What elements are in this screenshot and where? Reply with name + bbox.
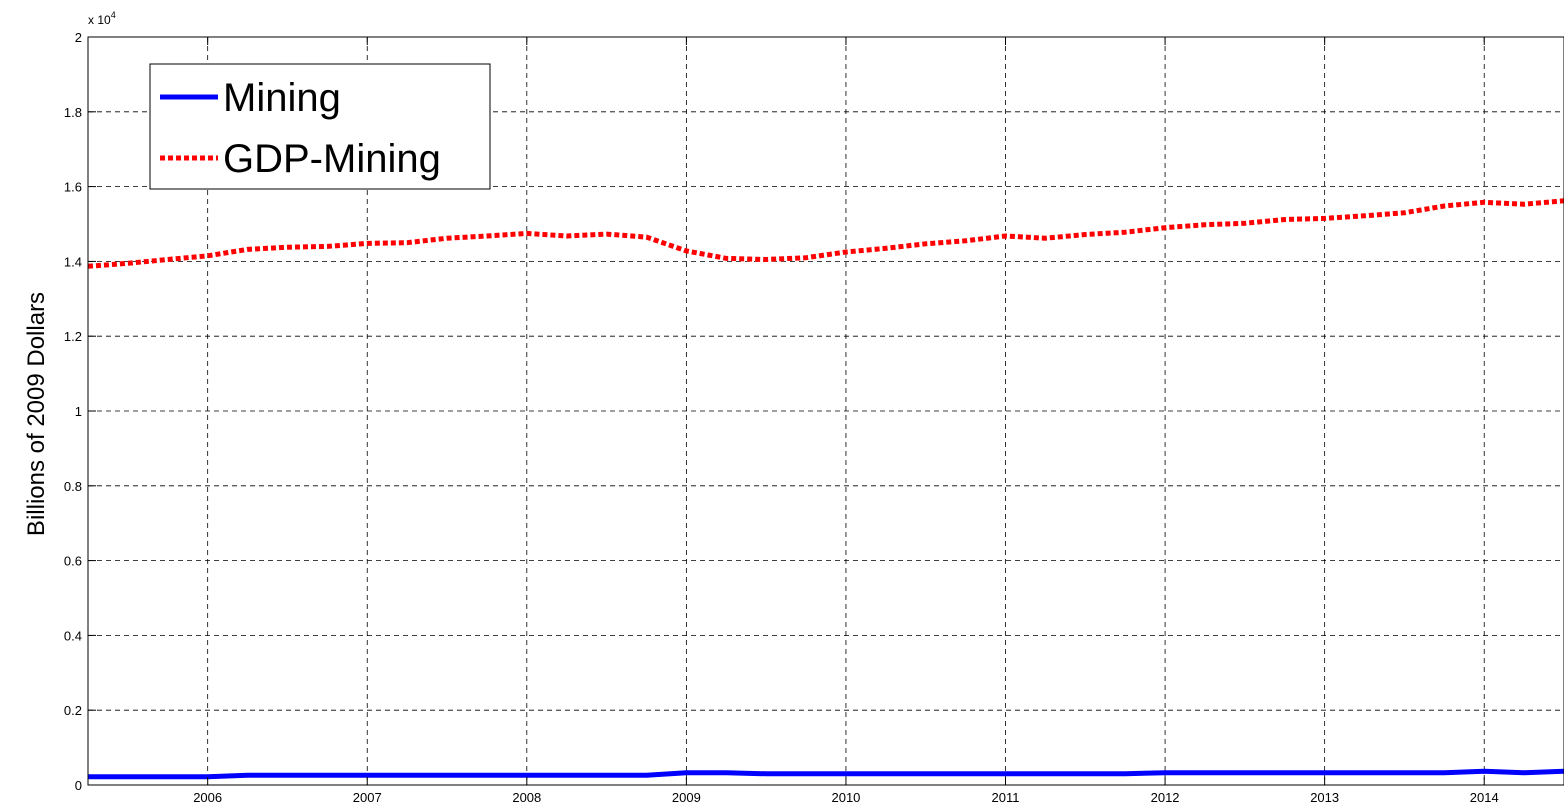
series-line-gdp-mining <box>87 198 1564 269</box>
axis-ticks: 2006 2007 2008 2009 2010 2011 2012 2013 2014 0 0.2… <box>64 30 1499 805</box>
x-tick-label: 2008 <box>512 790 541 805</box>
y-tick-label: 0.8 <box>64 479 82 494</box>
y-tick-label: 0.6 <box>64 554 82 569</box>
y-tick-label: 0.4 <box>64 628 82 643</box>
y-tick-label: 2 <box>75 30 82 45</box>
x-tick-label: 2011 <box>992 790 1020 805</box>
legend-label-mining: Mining <box>223 76 341 120</box>
x-tick-label: 2014 <box>1470 790 1499 805</box>
x-tick-label: 2010 <box>831 790 860 805</box>
y-tick-label: 1.6 <box>64 180 82 195</box>
grid-lines <box>88 37 1564 785</box>
y-tick-label: 1.2 <box>64 329 82 344</box>
legend-box <box>149 63 491 190</box>
series-line-mining <box>88 768 1564 780</box>
y-tick-label: 1.8 <box>64 105 82 120</box>
legend-label-gdp-mining: GDP-Mining <box>223 137 441 181</box>
y-tick-label: 1 <box>75 404 82 419</box>
x-tick-label: 2013 <box>1310 790 1339 805</box>
x-tick-label: 2006 <box>193 790 222 805</box>
y-tick-label: 1.4 <box>64 254 82 269</box>
series-lines <box>87 198 1564 780</box>
x-tick-label: 2009 <box>672 790 701 805</box>
x-tick-label: 2007 <box>353 790 382 805</box>
y-axis-exponent: x 104 <box>88 10 116 27</box>
x-tick-label: 2012 <box>1151 790 1180 805</box>
y-tick-label: 0 <box>75 778 82 793</box>
legend: Mining GDP-Mining <box>149 63 491 190</box>
y-tick-label: 0.2 <box>64 703 82 718</box>
y-axis-label: Billions of 2009 Dollars <box>23 292 50 536</box>
